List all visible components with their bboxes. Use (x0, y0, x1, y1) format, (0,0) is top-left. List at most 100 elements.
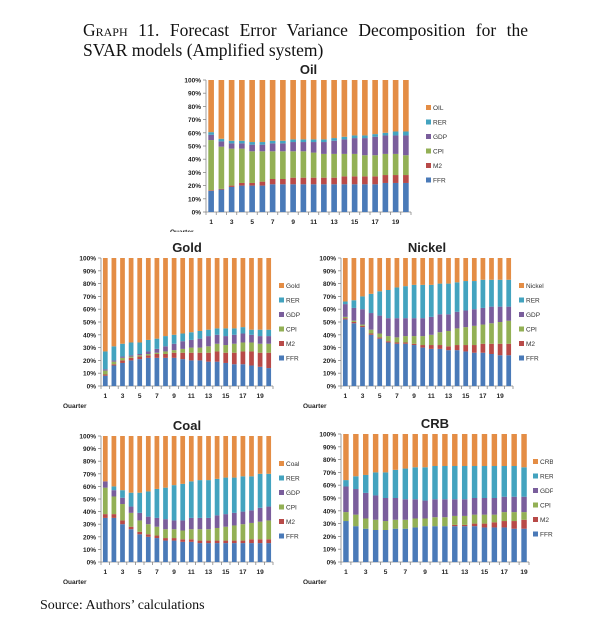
legend-swatch (426, 163, 431, 168)
legend-label: OIL (433, 105, 444, 112)
bar-cpi-q12 (197, 347, 203, 353)
legend-swatch (519, 326, 524, 332)
bar-cpi-q17 (240, 342, 246, 352)
bar-stack-q2 (218, 80, 225, 212)
bar-nickel-q8 (403, 258, 408, 287)
bar-oil-q8 (280, 80, 286, 141)
legend-item-rer: RER (533, 473, 553, 481)
bar-cpi-q10 (300, 151, 307, 178)
legend-swatch (533, 473, 538, 479)
legend-item-cpi: CPI (279, 326, 297, 334)
bar-m2-q15 (463, 345, 469, 352)
bar-gold-q20 (266, 258, 272, 330)
x-tick-label: 7 (395, 393, 399, 400)
bar-ffr-q3 (120, 524, 125, 562)
bar-gdp-q2 (218, 141, 225, 147)
bar-gold-q4 (128, 258, 134, 343)
bar-gold-q15 (223, 258, 229, 329)
bar-cpi-q16 (231, 343, 237, 353)
x-tick-label: 1 (343, 393, 347, 400)
bar-rer-q16 (231, 477, 237, 513)
legend-item-gdp: GDP (279, 312, 300, 319)
legend-label: FFR (526, 356, 539, 363)
bar-cpi-q11 (442, 517, 448, 527)
bar-stack-q6 (145, 258, 151, 386)
bar-stack-q5 (377, 258, 383, 386)
bar-nickel-q11 (428, 258, 434, 285)
bar-stack-q16 (491, 434, 498, 562)
bar-gdp-q20 (266, 336, 272, 344)
bar-cpi-q1 (343, 512, 349, 522)
bar-m2-q11 (188, 539, 194, 542)
bar-cpi-q20 (403, 155, 409, 176)
x-tick-label: 9 (291, 219, 295, 226)
y-tick-label: 60% (83, 484, 96, 491)
x-tick-label: 11 (310, 219, 317, 226)
legend-swatch (279, 341, 284, 346)
x-tick-label: 7 (271, 219, 275, 226)
bar-cpi-q19 (257, 521, 263, 540)
bar-rer-q19 (257, 473, 263, 508)
y-tick-label: 10% (83, 371, 96, 378)
bar-m2-q13 (206, 540, 211, 544)
x-tick-label: 1 (209, 219, 213, 226)
bar-gdp-q3 (120, 356, 125, 358)
bar-gdp-q11 (428, 316, 434, 335)
bar-rer-q18 (249, 329, 254, 335)
bar-cpi-q3 (120, 504, 125, 521)
bar-rer-q10 (432, 466, 438, 500)
bar-cpi-q13 (331, 153, 337, 178)
x-tick-label: 3 (230, 219, 234, 226)
bar-ffr-q20 (266, 543, 272, 562)
bar-ffr-q16 (471, 352, 477, 386)
bar-ffr-q16 (362, 184, 368, 212)
bar-rer-q18 (511, 466, 517, 497)
bar-gold-q10 (180, 258, 186, 334)
bar-m2-q18 (511, 521, 517, 529)
legend-label: CPI (540, 503, 551, 510)
bar-ffr-q6 (259, 185, 266, 212)
bar-crb-q5 (382, 434, 389, 473)
bar-rer-q6 (145, 491, 151, 517)
bar-m2-q18 (249, 539, 254, 544)
bar-cpi-q12 (197, 529, 203, 541)
y-tick-label: 90% (323, 268, 336, 275)
bar-gdp-q1 (342, 304, 348, 317)
bar-cpi-q1 (102, 487, 108, 515)
x-tick-label: 15 (351, 219, 359, 226)
bar-stack-q10 (420, 258, 426, 386)
bar-gdp-q5 (137, 354, 143, 356)
bar-rer-q6 (392, 469, 399, 498)
bar-stack-q10 (300, 80, 307, 212)
bar-coal-q20 (266, 436, 272, 474)
bar-stack-q8 (412, 434, 418, 562)
bar-coal-q13 (206, 436, 211, 481)
bar-gdp-q12 (197, 517, 203, 530)
bar-gold-q9 (171, 258, 177, 335)
bar-stack-q11 (428, 258, 434, 386)
bar-rer-q6 (385, 290, 391, 319)
bar-gdp-q11 (442, 499, 448, 518)
bar-cpi-q11 (428, 334, 434, 346)
y-tick-label: 40% (323, 332, 336, 339)
bar-gdp-q2 (111, 490, 117, 497)
legend-label: M2 (286, 519, 295, 526)
bar-cpi-q5 (137, 355, 143, 357)
bar-ffr-q2 (218, 189, 225, 212)
bar-cpi-q17 (501, 512, 507, 522)
legend-label: RER (526, 298, 540, 305)
bar-cpi-q10 (180, 348, 186, 353)
bar-oil-q11 (310, 80, 317, 140)
y-tick-label: 40% (188, 157, 201, 164)
bar-cpi-q20 (266, 520, 272, 540)
bar-rer-q15 (351, 135, 358, 139)
bar-ffr-q10 (180, 541, 186, 562)
bar-rer-q10 (180, 333, 186, 342)
legend-item-cpi: CPI (533, 502, 551, 510)
bar-m2-q6 (385, 341, 391, 343)
graph-label: Graph 11. (83, 20, 160, 40)
x-tick-label: 13 (331, 219, 339, 226)
bar-stack-q16 (362, 80, 368, 212)
bar-crb-q13 (461, 434, 468, 466)
